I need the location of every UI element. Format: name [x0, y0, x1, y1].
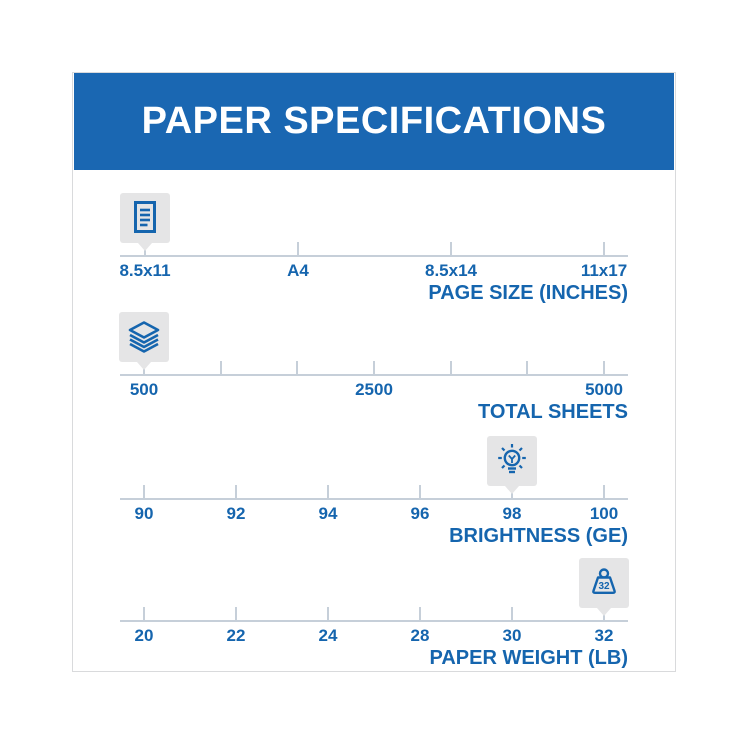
page-size-tick-label: 8.5x11	[119, 261, 171, 280]
total-sheets-tick-3	[373, 361, 375, 375]
paper-weight-tick-label: 22	[226, 626, 246, 645]
brightness-marker-pointer	[505, 486, 519, 494]
paper-weight-tick-1	[235, 607, 237, 621]
total-sheets-tick-5	[526, 361, 528, 375]
paper-weight-marker-pointer	[597, 608, 611, 616]
brightness-tick-label: 96	[410, 504, 430, 523]
page-title: PAPER SPECIFICATIONS	[141, 100, 607, 142]
total-sheets-tick-label: 500	[129, 380, 159, 399]
document-icon	[134, 201, 156, 233]
paper-weight-tick-4	[511, 607, 513, 621]
brightness-tick-label: 100	[589, 504, 619, 523]
weight-icon: 32	[592, 568, 616, 594]
total-sheets-tick-2	[296, 361, 298, 375]
page-size-tick-2	[450, 242, 452, 256]
brightness-tick-label: 94	[318, 504, 338, 523]
total-sheets-tick-4	[450, 361, 452, 375]
brightness-tick-0	[143, 485, 145, 499]
paper-weight-tick-label: 24	[318, 626, 338, 645]
paper-weight-tick-label: 28	[410, 626, 430, 645]
brightness-axis-line	[120, 498, 628, 500]
total-sheets-tick-1	[220, 361, 222, 375]
page-size-tick-1	[297, 242, 299, 256]
brightness-tick-label: 98	[502, 504, 522, 523]
paper-weight-tick-label: 32	[594, 626, 614, 645]
total-sheets-tick-6	[603, 361, 605, 375]
paper-stack-icon	[128, 321, 160, 353]
brightness-tick-5	[603, 485, 605, 499]
page-size-tick-3	[603, 242, 605, 256]
brightness-title: BRIGHTNESS (GE)	[449, 525, 628, 547]
paper-weight-marker: 32	[579, 558, 629, 608]
paper-weight-tick-label: 30	[502, 626, 522, 645]
total-sheets-marker	[119, 312, 169, 362]
lightbulb-icon	[498, 444, 526, 474]
page-size-title: PAGE SIZE (INCHES)	[428, 282, 628, 304]
total-sheets-axis-line	[120, 374, 628, 376]
paper-weight-title: PAPER WEIGHT (LB)	[429, 647, 628, 669]
paper-weight-tick-0	[143, 607, 145, 621]
brightness-marker	[487, 436, 537, 486]
page-size-tick-label: 8.5x14	[425, 261, 477, 280]
total-sheets-tick-label: 2500	[355, 380, 393, 399]
page-size-marker	[120, 193, 170, 243]
brightness-tick-3	[419, 485, 421, 499]
header-banner: PAPER SPECIFICATIONS	[74, 73, 674, 170]
weight-icon-value: 32	[598, 581, 610, 592]
paper-weight-axis-line	[120, 620, 628, 622]
total-sheets-tick-label: 5000	[585, 380, 623, 399]
total-sheets-title: TOTAL SHEETS	[477, 401, 628, 423]
page-size-tick-label: A4	[287, 261, 309, 280]
total-sheets-marker-pointer	[137, 362, 151, 370]
spec-card: PAPER SPECIFICATIONS	[72, 72, 676, 672]
brightness-tick-label: 90	[134, 504, 154, 523]
page-size-axis-line	[120, 255, 628, 257]
page-size-tick-label: 11x17	[580, 261, 628, 280]
paper-weight-tick-2	[327, 607, 329, 621]
page-size-marker-pointer	[138, 243, 152, 251]
paper-weight-tick-3	[419, 607, 421, 621]
brightness-tick-2	[327, 485, 329, 499]
paper-weight-tick-label: 20	[134, 626, 154, 645]
brightness-tick-1	[235, 485, 237, 499]
brightness-tick-label: 92	[226, 504, 246, 523]
